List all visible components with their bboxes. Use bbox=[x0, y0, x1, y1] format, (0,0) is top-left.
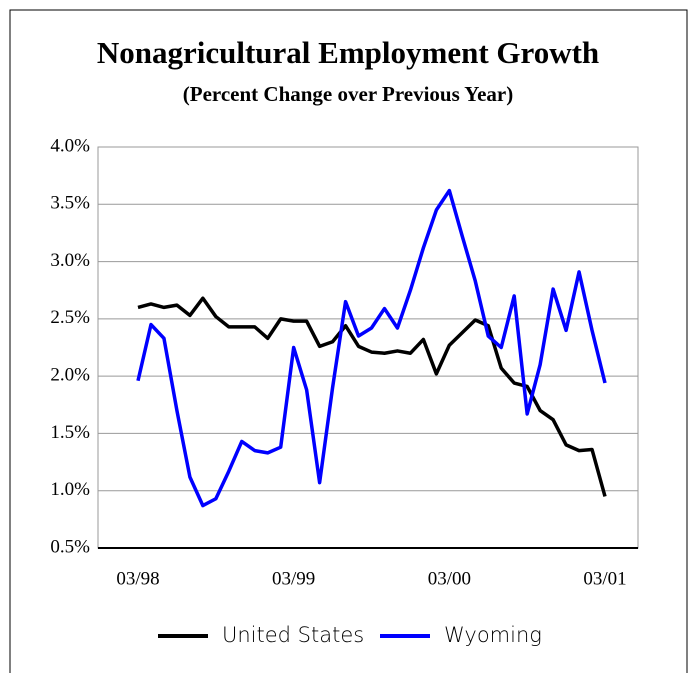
frame bbox=[9, 9, 688, 673]
plot-area bbox=[97, 146, 639, 549]
y-tick-label: 1.0% bbox=[50, 479, 90, 500]
chart-subtitle: (Percent Change over Previous Year) bbox=[183, 82, 513, 106]
legend-label: Wyoming bbox=[444, 623, 542, 647]
line-series bbox=[137, 296, 607, 497]
line-series bbox=[136, 188, 607, 508]
chart-title: Nonagricultural Employment Growth bbox=[97, 35, 599, 70]
x-tick-label: 03/01 bbox=[583, 568, 626, 589]
y-tick-label: 3.0% bbox=[50, 250, 90, 271]
y-tick-label: 0.5% bbox=[50, 536, 90, 557]
y-tick-label: 2.5% bbox=[50, 307, 90, 328]
legend-label: United States bbox=[222, 623, 364, 647]
y-tick-label: 1.5% bbox=[50, 422, 90, 443]
y-tick-label: 2.0% bbox=[50, 365, 90, 386]
x-tick-label: 03/00 bbox=[428, 568, 471, 589]
x-tick-label: 03/98 bbox=[116, 568, 159, 589]
x-tick-label: 03/99 bbox=[272, 568, 315, 589]
y-tick-label: 3.5% bbox=[50, 193, 90, 214]
y-tick-label: 4.0% bbox=[50, 135, 90, 156]
